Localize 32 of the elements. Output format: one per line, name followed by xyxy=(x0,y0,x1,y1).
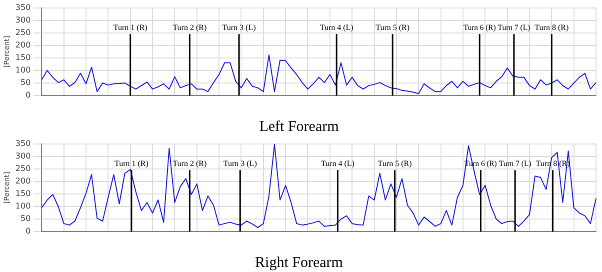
y-tick-label: 300 xyxy=(15,15,31,24)
y-tick-label: 100 xyxy=(15,202,31,211)
annotation: Turn 8 (R) xyxy=(534,23,569,32)
annotation: Turn 3 (L) xyxy=(222,23,256,32)
annotation: Turn 2 (R) xyxy=(172,159,207,168)
annotation: Turn 7 (L) xyxy=(498,159,532,168)
y-tick-label: 200 xyxy=(15,176,31,186)
annotation: Turn 6 (R) xyxy=(463,23,496,32)
text: Left Forearm xyxy=(259,118,340,135)
y-tick-label: 150 xyxy=(15,189,31,198)
y-tick-label: 50 xyxy=(20,78,31,88)
annotation: Turn 4 (L) xyxy=(320,159,355,168)
y-tick-label: 100 xyxy=(15,66,31,75)
y-tick-label: 150 xyxy=(15,53,31,62)
y-tick-label: 200 xyxy=(15,40,31,50)
text: Right Forearm xyxy=(255,254,344,271)
annotation: Turn 1 (R) xyxy=(114,159,149,168)
y-tick-label: 300 xyxy=(15,151,31,160)
y-tick-label: 250 xyxy=(15,28,31,37)
annotation: Turn 5 (R) xyxy=(376,23,410,32)
y-tick-label: 350 xyxy=(15,2,31,12)
y-tick-label: 0 xyxy=(26,226,31,236)
annotation: Turn 5 (R) xyxy=(378,159,412,168)
y-tick-label: 350 xyxy=(15,138,31,148)
y-tick-label: 0 xyxy=(26,90,31,100)
annotation: Turn 3 (L) xyxy=(223,159,258,168)
y-tick-label: 250 xyxy=(15,164,31,173)
annotation: Turn 7 (L) xyxy=(498,23,530,32)
annotation: Turn 1 (R) xyxy=(113,23,148,32)
annotation: Turn 4 (L) xyxy=(320,23,354,32)
y-tick-label: 50 xyxy=(20,214,31,224)
annotation: Turn 2 (R) xyxy=(172,23,207,32)
